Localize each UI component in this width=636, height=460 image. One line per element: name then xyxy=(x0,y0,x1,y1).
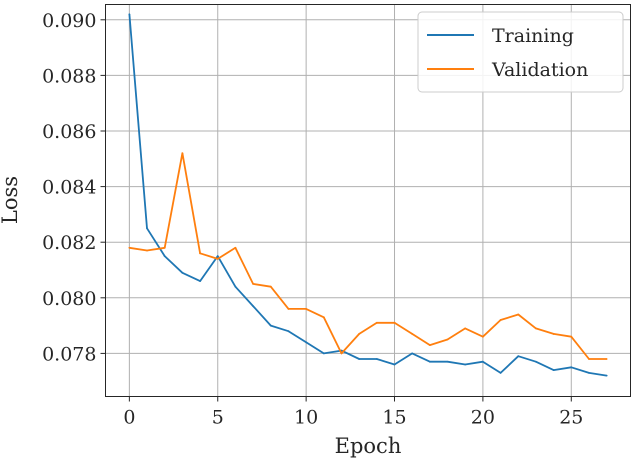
data-point-validation xyxy=(411,333,414,335)
legend-box xyxy=(417,11,624,93)
x-tick-label: 25 xyxy=(559,407,583,429)
x-axis-label: Epoch xyxy=(335,434,402,458)
series-layer xyxy=(128,13,608,377)
data-point-training xyxy=(199,280,201,283)
data-point-validation xyxy=(322,316,325,319)
data-point-training xyxy=(375,358,378,360)
data-point-validation xyxy=(481,335,484,338)
data-point-validation xyxy=(588,358,590,360)
data-point-validation xyxy=(252,283,255,285)
data-point-validation xyxy=(375,321,378,324)
data-point-validation xyxy=(146,249,148,252)
data-point-training xyxy=(252,305,255,308)
y-tick-label: 0.084 xyxy=(42,177,96,199)
data-point-training xyxy=(358,358,361,360)
data-point-validation xyxy=(181,152,184,155)
y-tick-label: 0.078 xyxy=(42,343,96,365)
data-point-validation xyxy=(269,285,272,288)
data-point-validation xyxy=(499,319,502,321)
data-point-validation xyxy=(605,358,608,360)
data-point-validation xyxy=(464,327,467,330)
data-point-training xyxy=(588,371,590,374)
data-point-training xyxy=(499,371,502,374)
data-point-training xyxy=(605,374,608,377)
data-point-training xyxy=(216,255,219,258)
data-point-validation xyxy=(340,352,343,355)
y-tick-label: 0.090 xyxy=(42,10,96,32)
data-point-training xyxy=(481,360,484,363)
x-tick-label: 15 xyxy=(382,407,406,429)
y-tick-label: 0.086 xyxy=(42,121,96,143)
y-tick-label: 0.080 xyxy=(42,288,96,310)
data-point-training xyxy=(411,352,414,355)
y-axis-ticks: 0.078 0.080 0.082 0.084 0.086 0.088 0.090 xyxy=(42,10,106,365)
data-point-training xyxy=(393,363,396,366)
data-point-training xyxy=(181,271,184,274)
data-point-training xyxy=(305,341,308,344)
y-axis-label: Loss xyxy=(0,176,22,224)
data-point-training xyxy=(552,369,555,371)
data-point-validation xyxy=(393,321,396,324)
y-tick-label: 0.088 xyxy=(42,65,96,87)
data-point-validation xyxy=(287,308,290,310)
data-point-validation xyxy=(446,338,449,341)
legend: Training Validation xyxy=(417,11,624,93)
data-point-training xyxy=(269,324,272,327)
legend-label-validation: Validation xyxy=(491,59,588,81)
x-axis-ticks: 0 5 10 15 20 25 xyxy=(123,396,583,429)
data-point-training xyxy=(464,363,467,366)
data-point-validation xyxy=(234,246,237,249)
legend-label-training: Training xyxy=(492,25,574,47)
data-point-validation xyxy=(428,344,431,346)
data-point-training xyxy=(234,285,237,288)
data-point-training xyxy=(146,227,148,230)
data-point-validation xyxy=(358,333,361,335)
data-point-training xyxy=(446,360,449,363)
x-tick-label: 20 xyxy=(471,407,495,429)
data-point-training xyxy=(428,360,431,363)
data-point-validation xyxy=(128,246,131,249)
data-point-validation xyxy=(305,308,308,310)
x-tick-label: 5 xyxy=(212,407,224,429)
data-point-training xyxy=(535,360,537,363)
data-point-training xyxy=(287,330,290,333)
series-line-validation xyxy=(129,152,607,360)
data-point-training xyxy=(322,352,325,355)
data-point-validation xyxy=(552,333,555,335)
data-point-training xyxy=(570,366,573,369)
series-line-training xyxy=(128,14,607,377)
data-point-validation xyxy=(535,327,537,330)
plot-frame xyxy=(105,4,631,397)
data-point-training xyxy=(517,355,520,358)
x-tick-label: 0 xyxy=(123,407,135,429)
y-tick-label: 0.082 xyxy=(42,232,96,254)
data-point-validation xyxy=(570,335,573,338)
data-point-training xyxy=(128,13,131,16)
data-point-validation xyxy=(216,257,219,260)
x-tick-label: 10 xyxy=(294,407,318,429)
data-point-validation xyxy=(517,313,520,316)
data-point-validation xyxy=(163,246,166,249)
data-point-training xyxy=(163,255,166,258)
data-point-validation xyxy=(199,252,201,255)
